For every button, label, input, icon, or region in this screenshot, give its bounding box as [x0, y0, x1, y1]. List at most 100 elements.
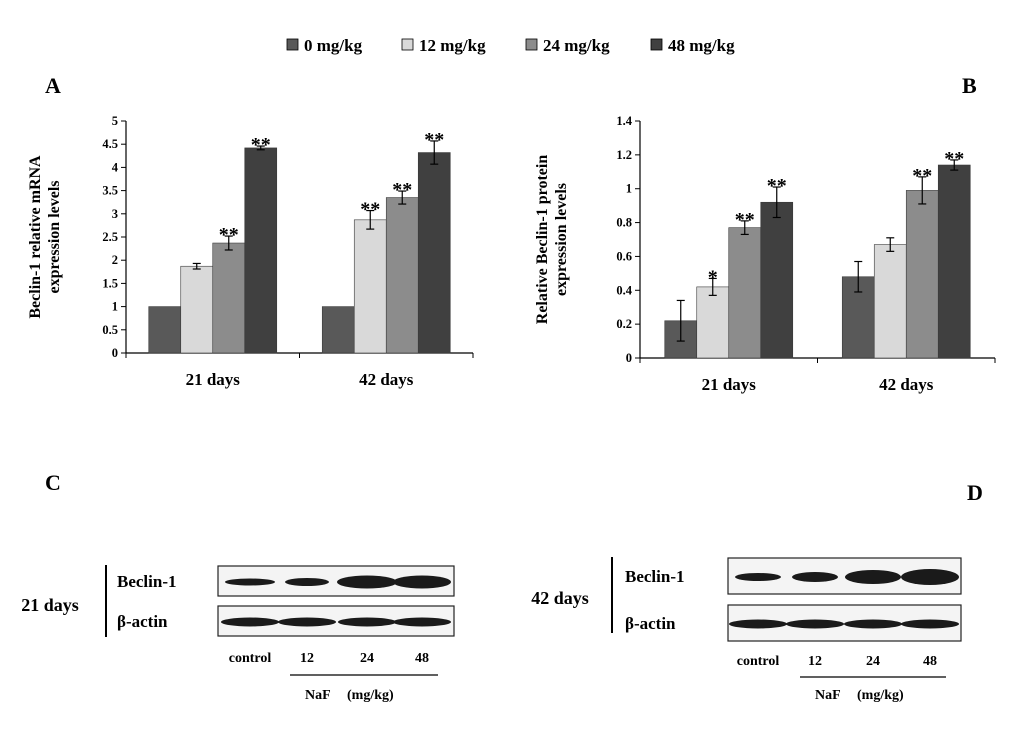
legend-label: 48 mg/kg [668, 36, 735, 55]
lane-label: 24 [360, 651, 374, 666]
legend-swatch [650, 38, 663, 51]
legend-label: 0 mg/kg [304, 36, 363, 55]
beclin-band [393, 575, 451, 589]
y-tick-label: 0.2 [616, 317, 632, 331]
beclin-band [792, 572, 838, 582]
bar [385, 197, 419, 354]
y-tick-label: 0.6 [616, 249, 632, 263]
beclin-band [337, 575, 397, 589]
lane-label: control [737, 654, 780, 669]
blot-42-days: 42 days Beclin-1 β-actin control 12 24 48 NaF (m… [531, 557, 962, 703]
blot-row-label: Beclin-1 [117, 572, 177, 591]
lane-label: 12 [300, 651, 314, 666]
legend-label: 12 mg/kg [419, 36, 486, 55]
significance-mark: ** [392, 179, 412, 201]
y-axis-label: Relative Beclin-1 protein [534, 155, 551, 325]
bar [417, 152, 451, 354]
actin-band [786, 619, 844, 629]
significance-mark: ** [219, 224, 239, 246]
bar [180, 265, 214, 354]
bar [905, 190, 939, 359]
actin-band [393, 617, 451, 627]
legend-swatch [401, 38, 414, 51]
actin-band [221, 617, 279, 627]
y-axis-label: expression levels [553, 183, 570, 296]
legend-swatch [286, 38, 299, 51]
beclin-band [285, 578, 329, 586]
y-tick-label: 0.5 [102, 323, 118, 337]
category-label: 21 days [702, 375, 757, 394]
actin-band [278, 617, 336, 627]
bar [353, 219, 387, 354]
significance-mark: ** [912, 165, 932, 187]
y-tick-label: 1.4 [616, 114, 632, 128]
treatment-unit: (mg/kg) [857, 688, 904, 703]
beclin-band [845, 570, 901, 584]
lane-label: control [229, 651, 272, 666]
bar [937, 164, 971, 359]
y-tick-label: 2.5 [102, 230, 118, 244]
y-tick-label: 0.4 [616, 283, 632, 297]
bar [873, 244, 907, 359]
actin-band [901, 619, 959, 629]
significance-mark: ** [944, 148, 964, 170]
bar [212, 242, 246, 354]
blot-group-label: 42 days [531, 588, 589, 608]
panel-label-c: C [45, 470, 61, 495]
lane-label: 48 [923, 654, 937, 669]
bar [696, 286, 730, 359]
blot-row-label: Beclin-1 [625, 567, 685, 586]
y-tick-label: 3.5 [102, 184, 118, 198]
category-label: 42 days [359, 370, 414, 389]
actin-band [844, 619, 902, 629]
significance-mark: ** [767, 175, 787, 197]
chart-b: 00.20.40.60.811.21.4*****21 days****42 d… [534, 114, 996, 394]
y-tick-label: 1.5 [102, 276, 118, 290]
significance-mark: ** [360, 199, 380, 221]
beclin-band [225, 578, 275, 586]
bar [728, 227, 762, 359]
beclin-band [735, 573, 781, 581]
bar [321, 306, 355, 354]
treatment-label: NaF [305, 688, 331, 703]
category-label: 42 days [879, 375, 934, 394]
category-label: 21 days [186, 370, 241, 389]
y-tick-label: 0.8 [616, 216, 632, 230]
lane-label: 24 [866, 654, 880, 669]
bar [244, 147, 278, 354]
bar [760, 201, 794, 359]
chart-a: 0 0.5 1 1.5 2 2.5 3 3.5 4 4.5 5 ** ** 21 days ** ** ** 42… [27, 114, 474, 389]
bar [148, 306, 182, 354]
y-tick-label: 1.2 [616, 148, 632, 162]
y-tick-label: 2 [112, 253, 118, 267]
lane-label: 12 [808, 654, 822, 669]
blot-group-label: 21 days [21, 595, 79, 615]
actin-band [729, 619, 787, 629]
y-axis-label: Beclin-1 relative mRNA [27, 155, 44, 319]
significance-mark: ** [735, 209, 755, 231]
significance-mark: ** [251, 134, 271, 156]
y-tick-label: 5 [112, 114, 118, 128]
y-tick-label: 4 [112, 160, 119, 174]
panel-label-d: D [967, 480, 983, 505]
significance-mark: * [708, 266, 718, 288]
blot-row-label: β-actin [625, 614, 676, 633]
treatment-unit: (mg/kg) [347, 688, 394, 703]
y-tick-label: 3 [112, 207, 118, 221]
treatment-label: NaF [815, 688, 841, 703]
y-tick-label: 1 [626, 182, 632, 196]
y-tick-label: 0 [626, 351, 632, 365]
y-axis-label: expression levels [46, 180, 63, 293]
y-tick-label: 1 [112, 300, 118, 314]
panel-label-a: A [45, 73, 61, 98]
actin-band [338, 617, 396, 627]
y-tick-label: 0 [112, 346, 118, 360]
legend: 0 mg/kg 12 mg/kg 24 mg/kg 48 mg/kg [286, 36, 735, 55]
lane-label: 48 [415, 651, 429, 666]
y-tick-label: 4.5 [102, 137, 118, 151]
legend-label: 24 mg/kg [543, 36, 610, 55]
significance-mark: ** [424, 129, 444, 151]
blot-21-days: 21 days Beclin-1 β-actin control 12 24 48 NaF (m… [21, 565, 455, 703]
legend-swatch [525, 38, 538, 51]
panel-label-b: B [962, 73, 977, 98]
